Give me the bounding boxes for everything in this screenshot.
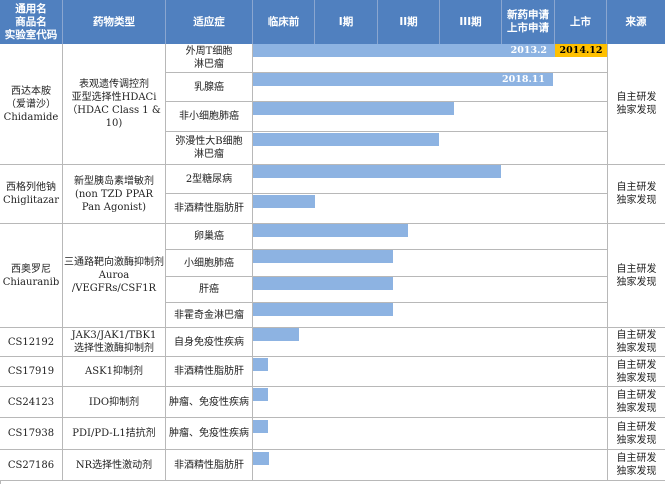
- drug-type: JAK3/JAK1/TBK1 选择性激酶抑制剂: [63, 328, 166, 357]
- drug-code: 西奥罗尼 Chiauranib: [0, 224, 63, 328]
- progress-bar: [253, 250, 393, 263]
- stage-row: [253, 102, 607, 132]
- drug-code: CS24123: [0, 387, 63, 418]
- progress-bar: [253, 303, 393, 316]
- drug-code: 西格列他钠 Chiglitazar: [0, 165, 63, 224]
- drug-code: CS12192: [0, 328, 63, 357]
- progress-bar: [253, 165, 501, 178]
- progress-bar: [253, 277, 393, 290]
- indication: 小细胞肺癌: [166, 250, 253, 277]
- stage-row: [253, 165, 607, 194]
- indication: 非酒精性脂肪肝: [166, 194, 253, 224]
- header-phase1: I期: [315, 0, 378, 44]
- drug-type: IDO抑制剂: [63, 387, 166, 418]
- source-cell: 自主研发 独家发现: [607, 328, 665, 357]
- source-cell: 自主研发 独家发现: [607, 357, 665, 387]
- stage-row: [253, 250, 607, 277]
- stage-row: [253, 132, 607, 165]
- indication: 肿瘤、免疫性疾病: [166, 418, 253, 450]
- stage-row: [253, 44, 607, 73]
- drug-type: ASK1抑制剂: [63, 357, 166, 387]
- progress-bar: [253, 452, 269, 465]
- progress-bar: [253, 102, 454, 115]
- progress-bar: [253, 420, 268, 433]
- drug-code: CS27186: [0, 450, 63, 481]
- stage-row: [253, 328, 607, 357]
- indication: 卵巢癌: [166, 224, 253, 250]
- source-cell: 自主研发 独家发现: [607, 44, 665, 165]
- indication: 自身免疫性疾病: [166, 328, 253, 357]
- progress-bar: [253, 328, 299, 341]
- progress-bar: 2018.11: [253, 73, 553, 86]
- stage-row: [253, 303, 607, 328]
- stage-row: [253, 387, 607, 418]
- indication: 外周T细胞 淋巴瘤: [166, 44, 253, 73]
- header-preclinical: 临床前: [253, 0, 315, 44]
- drug-type: NR选择性激动剂: [63, 450, 166, 481]
- drug-type: PDI/PD-L1拮抗剂: [63, 418, 166, 450]
- indication: 弥漫性大B细胞 淋巴瘤: [166, 132, 253, 165]
- source-cell: 自主研发 独家发现: [607, 387, 665, 418]
- stage-row: [253, 73, 607, 102]
- header-launch: 上市: [555, 0, 607, 44]
- stage-row: [253, 277, 607, 303]
- stage-row: [253, 418, 607, 450]
- drug-type: 三通路靶向激酶抑制剂 Auroa /VEGFRs/CSF1R: [63, 224, 166, 328]
- header-indication: 适应症: [166, 0, 253, 44]
- header-source: 来源: [607, 0, 665, 44]
- drug-type: 新型胰岛素增敏剂 (non TZD PPAR Pan Agonist): [63, 165, 166, 224]
- indication: 非酒精性脂肪肝: [166, 357, 253, 387]
- drug-code: CS17919: [0, 357, 63, 387]
- progress-bar: [253, 195, 315, 208]
- progress-bar: [253, 133, 439, 146]
- stage-row: [253, 357, 607, 387]
- indication: 非小细胞肺癌: [166, 102, 253, 132]
- progress-bar: [253, 358, 268, 371]
- launch-badge: 2014.12: [555, 44, 607, 57]
- indication: 非酒精性脂肪肝: [166, 450, 253, 481]
- indication: 乳腺癌: [166, 73, 253, 102]
- indication: 2型糖尿病: [166, 165, 253, 194]
- drug-code: CS17938: [0, 418, 63, 450]
- indication: 非霍奇金淋巴瘤: [166, 303, 253, 328]
- header-code: 通用名 商品名 实验室代码: [0, 0, 63, 44]
- indication: 肿瘤、免疫性疾病: [166, 387, 253, 418]
- header-type: 药物类型: [63, 0, 166, 44]
- source-cell: 自主研发 独家发现: [607, 165, 665, 224]
- progress-bar: 2013.2: [253, 44, 555, 57]
- source-cell: 自主研发 独家发现: [607, 224, 665, 328]
- progress-bar: [253, 388, 268, 401]
- drug-type: 表观遗传调控剂 亚型选择性HDACi （HDAC Class 1 & 10): [63, 44, 166, 165]
- indication: 肝癌: [166, 277, 253, 303]
- header-phase3: III期: [440, 0, 502, 44]
- stage-row: [253, 194, 607, 224]
- drug-code: 西达本胺 （爱谱沙） Chidamide: [0, 44, 63, 165]
- header-phase2: II期: [378, 0, 440, 44]
- progress-bar: [253, 224, 408, 237]
- stage-row: [253, 450, 607, 481]
- source-cell: 自主研发 独家发现: [607, 450, 665, 481]
- stage-row: [253, 224, 607, 250]
- header-nda: 新药申请 上市申请: [502, 0, 555, 44]
- source-cell: 自主研发 独家发现: [607, 418, 665, 450]
